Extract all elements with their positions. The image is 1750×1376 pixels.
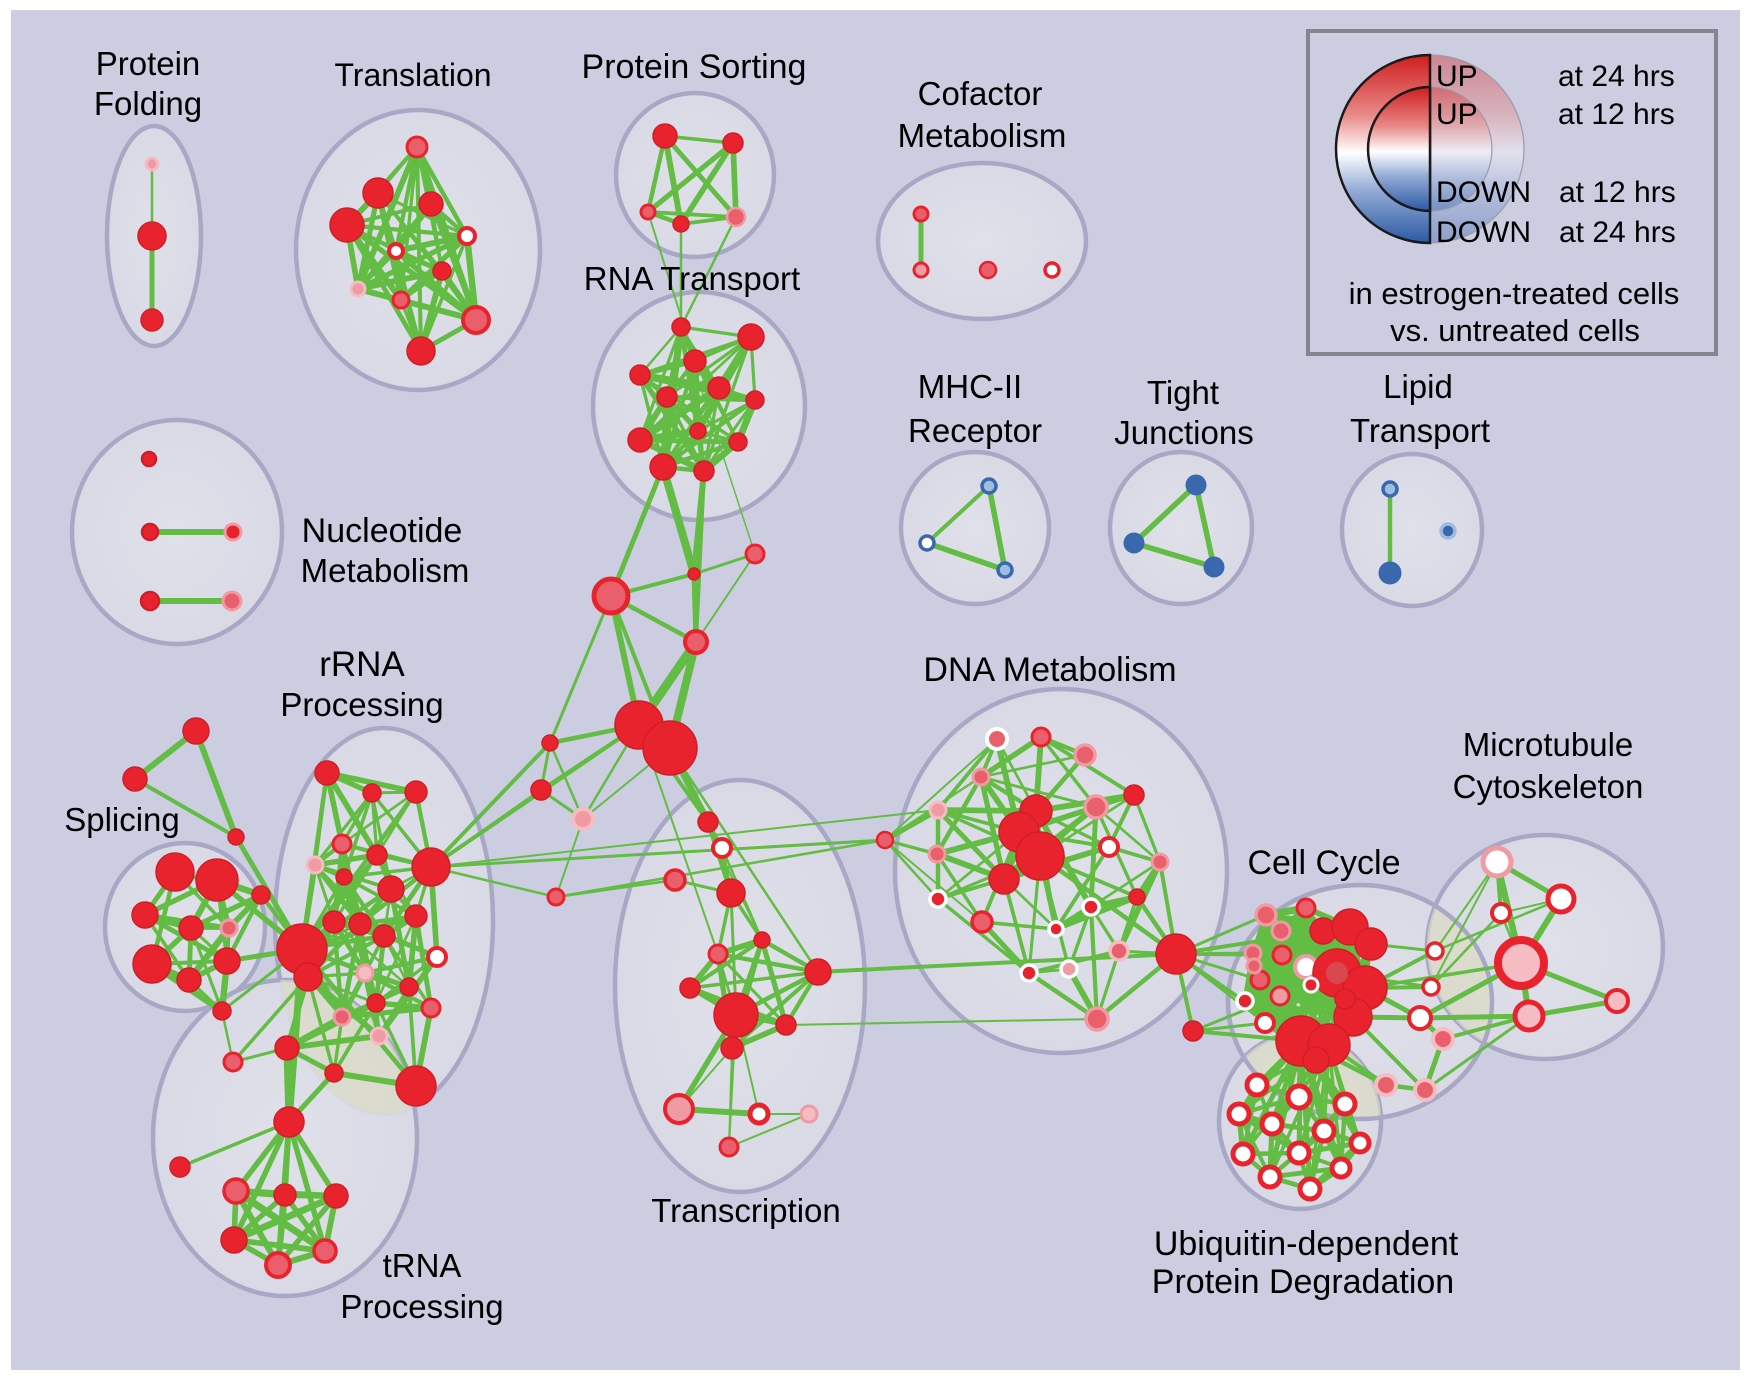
svg-text:Processing: Processing [280, 686, 443, 723]
svg-text:Cell Cycle: Cell Cycle [1247, 844, 1400, 882]
svg-text:Translation: Translation [334, 57, 491, 93]
svg-text:UP: UP [1436, 98, 1478, 131]
svg-text:Metabolism: Metabolism [898, 117, 1067, 154]
svg-text:Cytoskeleton: Cytoskeleton [1453, 768, 1644, 805]
svg-text:at 24 hrs: at 24 hrs [1558, 60, 1675, 93]
svg-text:Junctions: Junctions [1114, 414, 1253, 451]
svg-text:vs. untreated cells: vs. untreated cells [1390, 313, 1640, 348]
svg-text:Protein Sorting: Protein Sorting [582, 48, 807, 86]
svg-text:Cofactor: Cofactor [918, 75, 1043, 112]
svg-text:Nucleotide: Nucleotide [302, 512, 463, 550]
svg-text:at 12 hrs: at 12 hrs [1559, 176, 1676, 209]
svg-text:UP: UP [1436, 60, 1478, 93]
svg-text:Transport: Transport [1350, 412, 1490, 449]
svg-text:DOWN: DOWN [1436, 176, 1531, 209]
svg-text:Folding: Folding [94, 85, 202, 122]
svg-text:Metabolism: Metabolism [301, 552, 470, 589]
svg-text:in estrogen-treated cells: in estrogen-treated cells [1349, 276, 1680, 311]
svg-text:MHC-II: MHC-II [918, 368, 1022, 405]
svg-text:DNA Metabolism: DNA Metabolism [923, 651, 1176, 689]
svg-text:Ubiquitin-dependent: Ubiquitin-dependent [1154, 1225, 1459, 1263]
svg-text:at 12 hrs: at 12 hrs [1558, 98, 1675, 131]
svg-text:DOWN: DOWN [1436, 216, 1531, 249]
svg-text:Tight: Tight [1147, 374, 1219, 411]
svg-text:Splicing: Splicing [64, 801, 180, 838]
svg-text:tRNA: tRNA [383, 1247, 462, 1284]
svg-text:at 24 hrs: at 24 hrs [1559, 216, 1676, 249]
svg-text:rRNA: rRNA [319, 645, 405, 684]
svg-text:Microtubule: Microtubule [1463, 726, 1634, 763]
svg-text:Protein: Protein [96, 45, 201, 82]
svg-text:Processing: Processing [340, 1288, 503, 1325]
svg-text:Transcription: Transcription [651, 1192, 841, 1229]
svg-text:Receptor: Receptor [908, 412, 1042, 449]
svg-text:RNA Transport: RNA Transport [584, 260, 800, 297]
svg-text:Protein Degradation: Protein Degradation [1152, 1263, 1454, 1301]
svg-text:Lipid: Lipid [1383, 368, 1453, 405]
